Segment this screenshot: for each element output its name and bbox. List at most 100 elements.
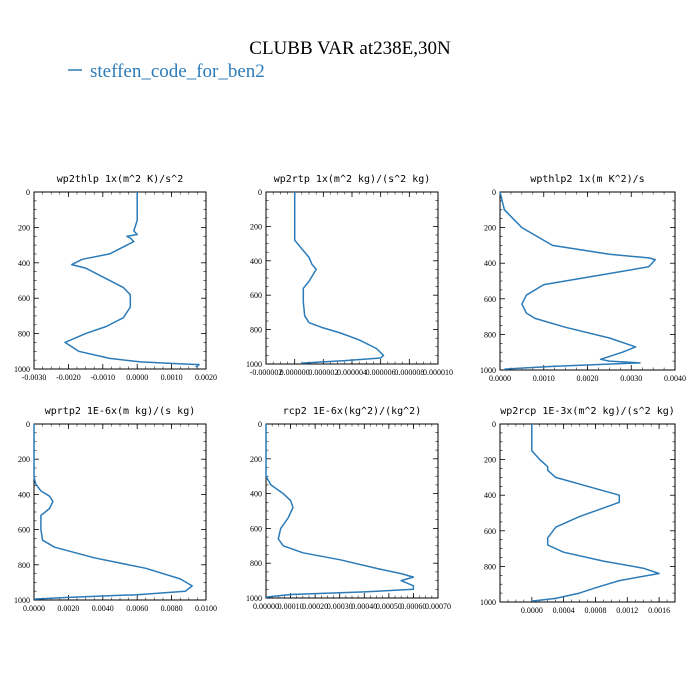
x-tick-label: 0.0020	[57, 604, 79, 613]
plot-frame	[499, 191, 676, 371]
y-tick-label: 200	[484, 456, 496, 465]
x-tick-label: 0.00000	[253, 602, 279, 611]
x-tick-label: 0.000010	[423, 368, 453, 377]
x-tick-label: 0.00040	[351, 602, 377, 611]
y-tick-label: 200	[250, 222, 262, 231]
y-tick-label: 0	[492, 188, 496, 197]
panel-2: wp2rtp 1x(m^2 kg)/(s^2 kg) 0 200 400 600 800 1…	[246, 174, 453, 377]
y-tick-label: 0	[26, 188, 30, 197]
legend: steffen_code_for_ben2	[68, 61, 265, 82]
series-line	[499, 191, 657, 370]
y-tick-label: 800	[250, 326, 262, 335]
panel-grid: wp2thlp 1x(m^2 K)/s^202004006008001000-0…	[14, 174, 686, 615]
panel-title: wp2rtp 1x(m^2 kg)/(s^2 kg)	[274, 174, 431, 185]
series-line	[33, 424, 193, 600]
y-tick-label: 600	[250, 291, 262, 300]
x-tick-label: 0.0010	[533, 374, 555, 383]
y-tick-label: 600	[250, 524, 262, 533]
x-tick-label: -0.0030	[22, 373, 47, 382]
panel-title: wprtp2 1E-6x(m kg)/(s kg)	[45, 406, 196, 417]
y-tick-label: 400	[250, 490, 262, 499]
y-tick-label: 600	[18, 526, 30, 535]
x-tick-label: 0.000000	[280, 368, 310, 377]
y-tick-label: 400	[484, 259, 496, 268]
y-tick-label: 600	[18, 294, 30, 303]
panel-6: wp2rcp 1E-3x(m^2 kg)/(s^2 kg) 0 200 400 600 8…	[480, 406, 676, 615]
x-tick-label: 0.0020	[195, 373, 217, 382]
x-tick-label: 0.00030	[327, 602, 353, 611]
x-tick-label: 0.0000	[489, 374, 511, 383]
x-tick-label: 0.0010	[161, 373, 183, 382]
series-line	[531, 424, 660, 602]
y-tick-label: 1000	[480, 366, 496, 375]
x-tick-label: 0.0016	[648, 606, 670, 615]
panel-1: wp2thlp 1x(m^2 K)/s^202004006008001000-0…	[14, 174, 217, 382]
y-tick-label: 1000	[480, 598, 496, 607]
y-tick-label: 1000	[14, 365, 30, 374]
plot-frame	[33, 191, 207, 370]
x-tick-label: 0.0100	[195, 604, 217, 613]
panel-3: wpthlp2 1x(m K^2)/s020040060080010000.00…	[480, 174, 686, 383]
x-tick-label: 0.00050	[376, 602, 402, 611]
panel-4: wprtp2 1E-6x(m kg)/(s kg) 0 200 400 600 800 10…	[14, 406, 217, 613]
x-tick-label: 0.00060	[400, 602, 426, 611]
y-tick-label: 800	[18, 561, 30, 570]
legend-label: steffen_code_for_ben2	[90, 61, 265, 82]
y-tick-label: 0	[258, 188, 262, 197]
y-tick-label: 800	[484, 562, 496, 571]
x-tick-label: 0.00010	[278, 602, 304, 611]
x-tick-label: -0.000002	[250, 368, 283, 377]
y-tick-label: 1000	[246, 594, 262, 603]
x-tick-label: 0.0020	[577, 374, 599, 383]
y-tick-label: 800	[484, 330, 496, 339]
plot-frame	[265, 191, 439, 365]
y-tick-label: 200	[18, 223, 30, 232]
panel-5: rcp2 1E-6x(kg^2)/(kg^2) 0 200 400 600 800 1000…	[246, 406, 451, 611]
panel-title: wpthlp2 1x(m K^2)/s	[530, 174, 644, 185]
x-tick-label: 0.0040	[92, 604, 114, 613]
panel-title: rcp2 1E-6x(kg^2)/(kg^2)	[283, 406, 421, 417]
x-tick-label: 0.0000	[126, 373, 148, 382]
panel-title: wp2rcp 1E-3x(m^2 kg)/(s^2 kg)	[500, 406, 675, 417]
y-tick-label: 1000	[14, 596, 30, 605]
x-tick-label: 0.0000	[521, 606, 543, 615]
x-tick-label: 0.00020	[302, 602, 328, 611]
y-tick-label: 400	[250, 257, 262, 266]
y-tick-label: 600	[484, 527, 496, 536]
x-tick-label: -0.0020	[56, 373, 81, 382]
x-tick-label: 0.0030	[620, 374, 642, 383]
x-tick-label: 0.000006	[366, 368, 396, 377]
y-tick-label: 400	[484, 491, 496, 500]
y-tick-label: 0	[492, 420, 496, 429]
y-tick-label: 0	[258, 420, 262, 429]
figure-title: CLUBB VAR at238E,30N	[249, 38, 451, 59]
x-tick-label: 0.0004	[553, 606, 575, 615]
y-tick-label: 200	[250, 455, 262, 464]
x-tick-label: 0.0080	[161, 604, 183, 613]
y-tick-label: 600	[484, 295, 496, 304]
y-tick-label: 1000	[246, 360, 262, 369]
x-tick-label: -0.0010	[90, 373, 115, 382]
plot-frame	[33, 423, 207, 601]
y-tick-label: 400	[18, 259, 30, 268]
x-tick-label: 0.0008	[584, 606, 606, 615]
y-tick-label: 400	[18, 490, 30, 499]
panel-title: wp2thlp 1x(m^2 K)/s^2	[57, 174, 183, 185]
x-tick-label: 0.0060	[126, 604, 148, 613]
x-tick-label: 0.000008	[394, 368, 424, 377]
x-tick-label: 0.0012	[616, 606, 638, 615]
x-tick-label: 0.000002	[308, 368, 338, 377]
y-tick-label: 200	[484, 224, 496, 233]
y-tick-label: 800	[18, 330, 30, 339]
y-tick-label: 200	[18, 455, 30, 464]
y-tick-label: 0	[26, 420, 30, 429]
x-tick-label: 0.000004	[337, 368, 367, 377]
y-tick-label: 800	[250, 559, 262, 568]
x-tick-label: 0.0040	[664, 374, 686, 383]
series-line	[265, 424, 415, 598]
x-tick-label: 0.00070	[425, 602, 451, 611]
series-line	[64, 192, 200, 368]
x-tick-label: 0.0000	[23, 604, 45, 613]
series-line	[293, 192, 385, 364]
